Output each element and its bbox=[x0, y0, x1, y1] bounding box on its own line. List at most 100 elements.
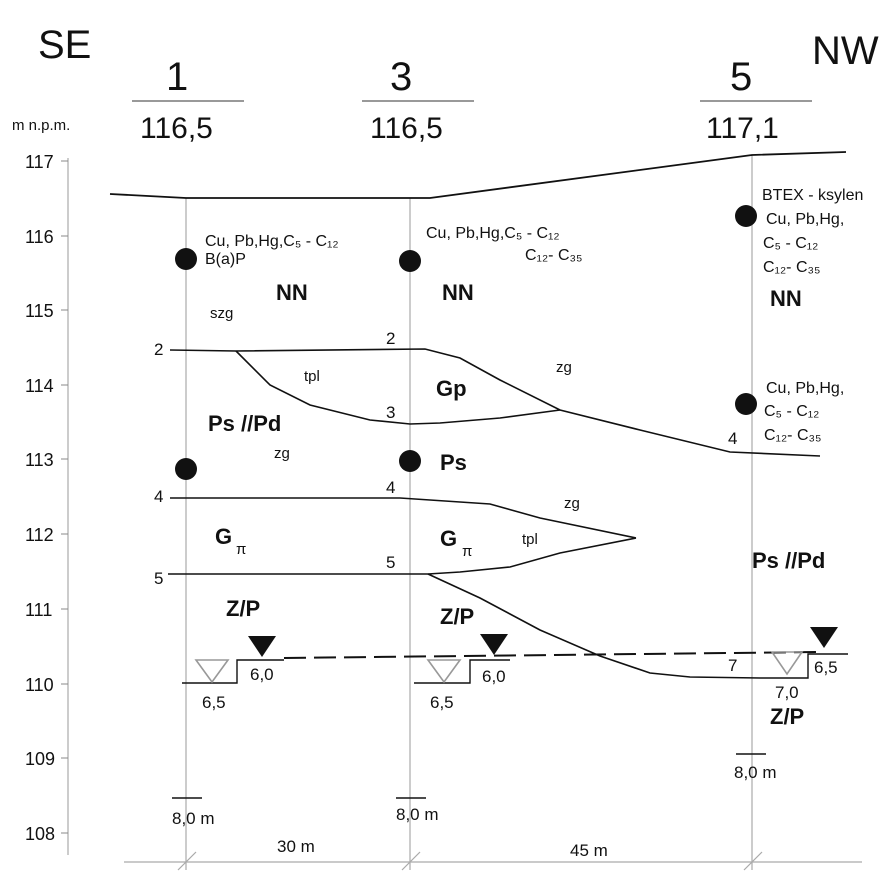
unit-label-nn: NN bbox=[442, 280, 474, 305]
borehole-number: 1 bbox=[166, 55, 188, 99]
y-tick-label: 112 bbox=[25, 525, 54, 545]
lithology-label: szg bbox=[210, 305, 233, 322]
sample-annotation-bh5-lower: Cu, Pb,Hg, C₅ - C₁₂ C₁₂- C₃₅ bbox=[764, 380, 844, 444]
water-stabilized-icon bbox=[810, 627, 838, 648]
sample-analysis-line: C₅ - C₁₂ bbox=[764, 403, 819, 420]
borehole-depth-label: 8,0 m bbox=[734, 763, 777, 782]
boundary-number: 4 bbox=[154, 487, 163, 506]
borehole-number: 5 bbox=[730, 55, 752, 99]
water-level-bh1: 6,5 6,0 bbox=[182, 636, 284, 712]
unit-label-g-pi: G π bbox=[440, 526, 472, 560]
borehole-elevation: 116,5 bbox=[370, 112, 443, 145]
boundary-2-line bbox=[169, 348, 821, 457]
sample-analysis-line: Cu, Pb,Hg,C₅ - C₁₂ bbox=[426, 225, 560, 242]
boundary-5-line bbox=[168, 537, 637, 575]
y-tick-label: 108 bbox=[25, 824, 55, 844]
y-tick: 110 bbox=[25, 675, 68, 695]
water-found-icon bbox=[194, 659, 230, 684]
sample-analysis-line: Cu, Pb,Hg, bbox=[766, 211, 844, 228]
y-tick: 114 bbox=[25, 376, 68, 396]
y-tick-label: 111 bbox=[25, 600, 52, 620]
water-stabilized-depth: 6,5 bbox=[814, 658, 838, 677]
sample-annotation-bh3: Cu, Pb,Hg,C₅ - C₁₂ C₁₂- C₃₅ bbox=[426, 225, 582, 264]
borehole-header-3: 3 116,5 bbox=[362, 55, 474, 145]
sample-point-bh3-lower bbox=[399, 450, 421, 472]
distance-label: 30 m bbox=[277, 837, 315, 856]
boundary-number: 7 bbox=[728, 656, 737, 675]
y-tick: 117 bbox=[25, 152, 68, 172]
unit-label-g: G bbox=[440, 526, 457, 551]
y-tick-label: 116 bbox=[25, 227, 54, 247]
unit-label-nn: NN bbox=[276, 280, 308, 305]
y-tick-label: 115 bbox=[25, 301, 54, 321]
y-tick-label: 110 bbox=[25, 675, 54, 695]
boundary-number: 2 bbox=[154, 340, 163, 359]
boundary-number: 2 bbox=[386, 329, 395, 348]
unit-label-ps: Ps bbox=[440, 450, 467, 475]
water-level-bh3: 6,5 6,0 bbox=[414, 634, 510, 712]
water-level-bh5: 7,0 6,5 bbox=[760, 627, 848, 702]
lithology-label: zg bbox=[274, 445, 290, 462]
sample-point-bh1-lower bbox=[175, 458, 197, 480]
y-tick: 115 bbox=[25, 301, 68, 321]
water-found-step bbox=[414, 659, 510, 684]
boundary-7-line bbox=[427, 573, 761, 679]
boundary-number: 5 bbox=[154, 569, 163, 588]
gp-lens-lower-line bbox=[235, 350, 561, 425]
sample-analysis-line: C₅ - C₁₂ bbox=[763, 235, 818, 252]
sample-annotation-bh1: Cu, Pb,Hg,C₅ - C₁₂ B(a)P bbox=[205, 233, 339, 268]
y-axis-label: m n.p.m. bbox=[12, 117, 70, 134]
unit-label-ps-pd: Ps //Pd bbox=[208, 411, 281, 436]
sample-point-bh5-upper bbox=[735, 205, 757, 227]
y-tick: 116 bbox=[25, 227, 68, 247]
unit-label-g: G bbox=[215, 524, 232, 549]
distance-tick bbox=[177, 851, 197, 871]
borehole-header-5: 5 117,1 bbox=[700, 55, 812, 145]
sample-point-bh5-lower bbox=[735, 393, 757, 415]
ground-surface-line bbox=[109, 151, 847, 199]
sample-analysis-line: Cu, Pb,Hg,C₅ - C₁₂ bbox=[205, 233, 339, 250]
boundary-4-line bbox=[170, 497, 637, 539]
borehole-header-1: 1 116,5 bbox=[132, 55, 244, 145]
groundwater-table-line bbox=[283, 651, 821, 659]
borehole-depth-label: 8,0 m bbox=[396, 805, 439, 824]
water-stabilized-icon bbox=[480, 634, 508, 655]
y-tick-label: 117 bbox=[25, 152, 54, 172]
direction-se-label: SE bbox=[38, 23, 91, 67]
lithology-label: tpl bbox=[304, 368, 320, 385]
sample-analysis-line: B(a)P bbox=[205, 251, 246, 268]
water-found-icon bbox=[770, 651, 804, 676]
water-stabilized-icon bbox=[248, 636, 276, 657]
unit-label-gp: Gp bbox=[436, 376, 467, 401]
water-found-step bbox=[760, 653, 848, 679]
sample-analysis-line: C₁₂- C₃₅ bbox=[525, 247, 582, 264]
sample-point-bh1-upper bbox=[175, 248, 197, 270]
y-tick: 113 bbox=[25, 450, 68, 470]
lithology-label: tpl bbox=[522, 531, 538, 548]
unit-label-nn: NN bbox=[770, 286, 802, 311]
water-found-depth: 6,5 bbox=[430, 693, 454, 712]
y-tick-label: 109 bbox=[25, 749, 55, 769]
boundary-number: 5 bbox=[386, 553, 395, 572]
borehole-depth-bh3: 8,0 m bbox=[396, 797, 439, 824]
lithology-label: zg bbox=[556, 359, 572, 376]
y-tick: 112 bbox=[25, 525, 68, 545]
unit-label-g-pi: G π bbox=[215, 524, 246, 558]
water-found-step bbox=[182, 659, 284, 684]
sample-annotation-bh5-upper: BTEX - ksylen Cu, Pb,Hg, C₅ - C₁₂ C₁₂- C… bbox=[762, 187, 863, 276]
water-stabilized-depth: 6,0 bbox=[482, 667, 506, 686]
borehole-depth-label: 8,0 m bbox=[172, 809, 215, 828]
distance-tick bbox=[743, 851, 763, 871]
boundary-number: 3 bbox=[386, 403, 395, 422]
borehole-depth-bh5: 8,0 m bbox=[734, 753, 777, 782]
unit-label-pi: π bbox=[462, 543, 472, 560]
y-tick: 109 bbox=[25, 749, 68, 769]
y-tick: 111 bbox=[25, 600, 68, 620]
water-stabilized-depth: 6,0 bbox=[250, 665, 274, 684]
unit-label-zp: Z/P bbox=[226, 596, 260, 621]
sample-point-bh3-upper bbox=[399, 250, 421, 272]
distance-tick bbox=[401, 851, 421, 871]
borehole-elevation: 116,5 bbox=[140, 112, 213, 145]
unit-label-zp: Z/P bbox=[440, 604, 474, 629]
